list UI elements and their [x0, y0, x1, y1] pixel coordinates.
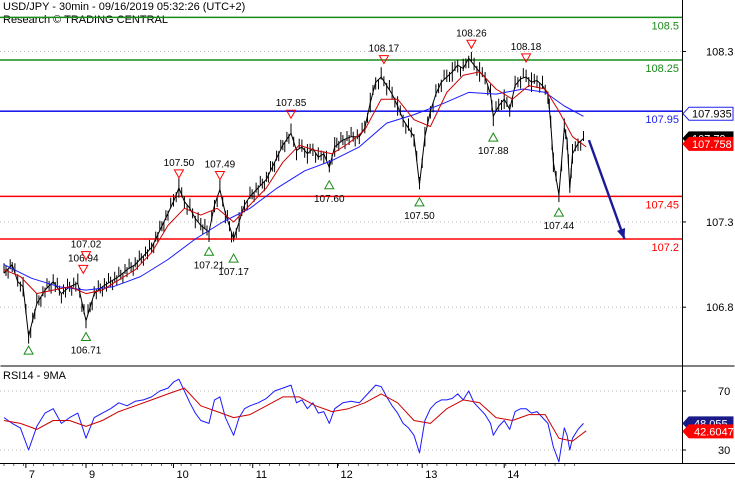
x-tick-label: 7 — [29, 469, 35, 480]
x-tick-label: 13 — [425, 469, 437, 480]
trough-marker — [23, 345, 34, 355]
trough-label: 107.21 — [194, 260, 225, 271]
trough-label: 106.71 — [71, 346, 102, 357]
peak-label: 108.17 — [369, 44, 400, 55]
level-label: 107.45 — [645, 199, 679, 211]
rsi-box-red — [682, 424, 734, 439]
peak-label: 107.49 — [205, 160, 236, 171]
level-label: 108.25 — [645, 63, 679, 75]
price-box-outline-blue — [682, 106, 734, 121]
projection-arrow-shaft — [587, 139, 626, 240]
peak-label: 106.94 — [68, 253, 99, 264]
trough-label: 107.60 — [314, 194, 345, 205]
peak-label: 108.26 — [456, 28, 487, 39]
peak-marker — [173, 169, 185, 179]
price-box-label: 107.935 — [692, 109, 732, 121]
trough-label: 107.44 — [544, 221, 575, 232]
price-box-label: 107.758 — [692, 139, 732, 151]
peak-label: 107.85 — [276, 98, 307, 109]
trough-marker — [203, 246, 215, 256]
peak-marker — [80, 251, 92, 261]
trough-marker — [80, 331, 92, 342]
peak-marker — [378, 55, 390, 65]
level-label: 108.5 — [651, 20, 679, 32]
panel-divider — [0, 365, 735, 367]
peak-marker — [466, 39, 477, 50]
trough-marker — [228, 253, 239, 263]
price-box-red — [682, 136, 734, 151]
peak-marker — [77, 264, 89, 275]
x-tick-label: 12 — [340, 469, 352, 480]
peak-marker — [520, 53, 532, 63]
peak-label: 107.50 — [164, 158, 195, 169]
price-tick-label: 107.3 — [706, 217, 734, 229]
price-bars — [3, 51, 584, 344]
projection-arrow-head — [617, 228, 626, 239]
rsi-title: RSI14 - 9MA — [3, 370, 67, 382]
rsi-box-label: 42.6047 — [694, 426, 734, 438]
trough-marker — [487, 132, 499, 142]
trough-label: 107.88 — [478, 146, 509, 157]
peak-label: 108.18 — [511, 42, 542, 53]
price-tick-label: 106.8 — [706, 302, 734, 314]
level-label: 107.95 — [645, 114, 679, 126]
trough-marker — [323, 179, 335, 190]
peak-label: 107.02 — [71, 240, 102, 251]
moving-average-slow — [3, 88, 584, 291]
rsi-tick-label: 30 — [718, 445, 730, 457]
x-tick-label: 11 — [256, 469, 267, 480]
x-tick-label: 9 — [89, 469, 95, 480]
trough-label: 107.17 — [218, 267, 249, 278]
trough-marker — [553, 207, 565, 217]
peak-marker — [285, 109, 297, 120]
moving-average-fast — [3, 71, 587, 295]
chart-title: USD/JPY - 30min - 09/16/2019 05:32:26 (U… — [3, 1, 246, 13]
trough-label: 107.50 — [404, 211, 435, 222]
level-label: 107.2 — [651, 242, 679, 254]
price-tick-label: 108.3 — [706, 46, 734, 58]
peak-marker — [214, 171, 226, 181]
x-tick-label: 10 — [176, 469, 188, 480]
rsi-line — [3, 378, 584, 463]
rsi-tick-label: 70 — [718, 386, 730, 398]
price-line — [3, 57, 584, 337]
trough-marker — [414, 196, 425, 207]
rsi-moving-average — [3, 387, 587, 442]
x-tick-label: 14 — [507, 469, 519, 480]
